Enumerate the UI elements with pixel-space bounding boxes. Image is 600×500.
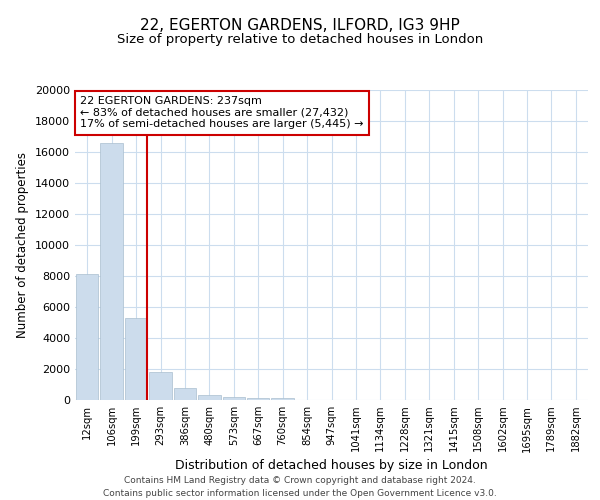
Bar: [76, 274, 98, 400]
Text: Contains public sector information licensed under the Open Government Licence v3: Contains public sector information licen…: [103, 489, 497, 498]
X-axis label: Distribution of detached houses by size in London: Distribution of detached houses by size …: [175, 458, 488, 471]
Bar: [149, 372, 172, 400]
Bar: [247, 398, 269, 400]
Bar: [198, 396, 221, 400]
Text: Contains HM Land Registry data © Crown copyright and database right 2024.: Contains HM Land Registry data © Crown c…: [124, 476, 476, 485]
Text: 22, EGERTON GARDENS, ILFORD, IG3 9HP: 22, EGERTON GARDENS, ILFORD, IG3 9HP: [140, 18, 460, 32]
Text: 22 EGERTON GARDENS: 237sqm
← 83% of detached houses are smaller (27,432)
17% of : 22 EGERTON GARDENS: 237sqm ← 83% of deta…: [80, 96, 364, 130]
Bar: [223, 398, 245, 400]
Bar: [173, 388, 196, 400]
Y-axis label: Number of detached properties: Number of detached properties: [16, 152, 29, 338]
Bar: [125, 318, 148, 400]
Bar: [100, 142, 123, 400]
Bar: [271, 398, 294, 400]
Text: Size of property relative to detached houses in London: Size of property relative to detached ho…: [117, 32, 483, 46]
